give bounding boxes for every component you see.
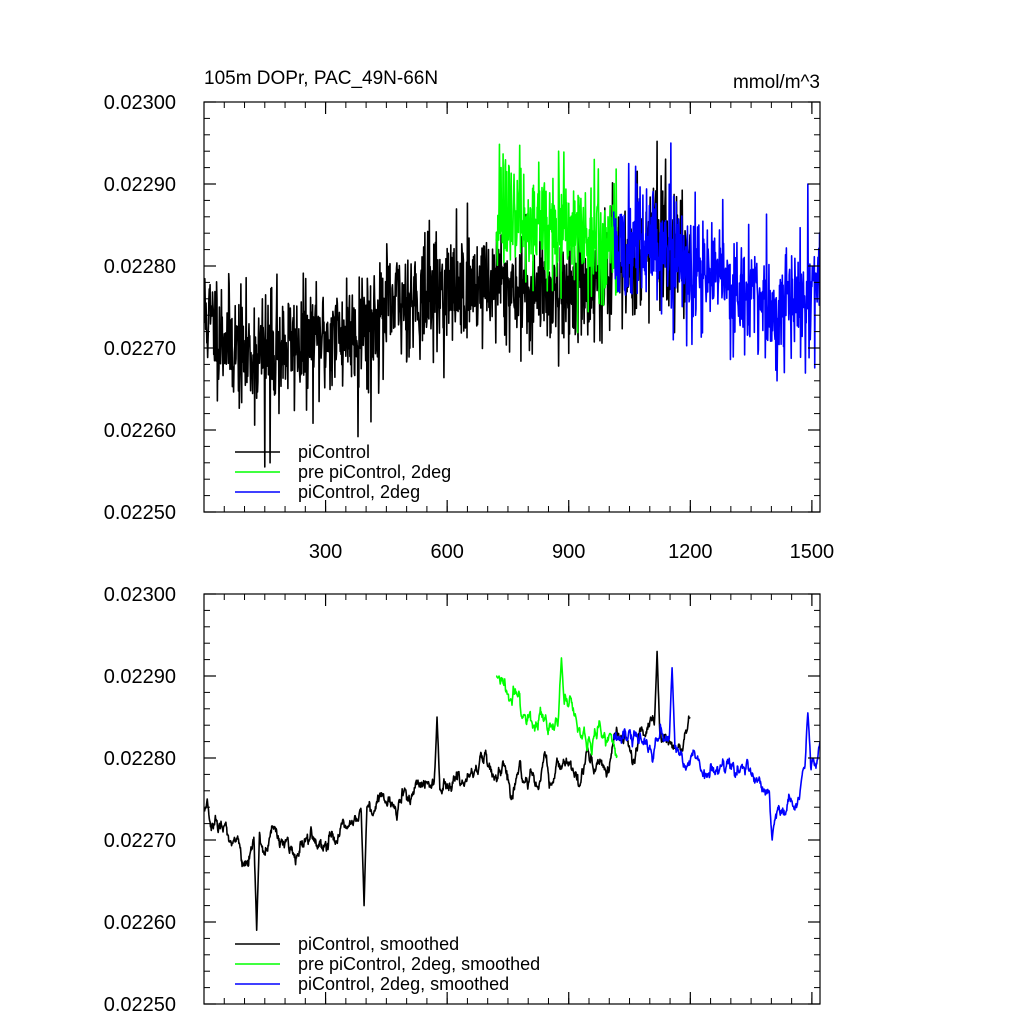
- legend-label: piControl, 2deg, smoothed: [298, 974, 509, 994]
- y-tick-label: 0.02300: [104, 92, 176, 114]
- series-line-picontrol-2deg-smoothed: [612, 667, 820, 841]
- legend-label: piControl: [298, 442, 370, 462]
- series-line-picontrol-2deg: [612, 142, 820, 382]
- x-tick-label: 1200: [668, 541, 713, 563]
- y-tick-label: 0.02290: [104, 174, 176, 196]
- series-line-picontrol: [204, 140, 692, 468]
- x-tick-label: 300: [309, 541, 342, 563]
- legend-label: piControl, smoothed: [298, 934, 459, 954]
- top-panel: 0.02250 0.02260 0.02270 0.02280 0.02290 0.023…: [104, 92, 834, 563]
- series-line-pre-picontrol-2deg-smoothed: [495, 657, 618, 759]
- y-tick-label: 0.02260: [104, 420, 176, 442]
- plot-frame: [203, 593, 821, 1005]
- legend-label: piControl, 2deg: [298, 482, 420, 502]
- units-label: mmol/m^3: [733, 72, 820, 93]
- legend-label: pre piControl, 2deg, smoothed: [298, 954, 540, 974]
- bottom-panel: 0.02250 0.02260 0.02270 0.02280 0.02290 0.023…: [104, 584, 821, 1016]
- series-line-pre-picontrol-2deg: [495, 143, 619, 334]
- x-tick-label: 1500: [790, 541, 835, 563]
- series-line-picontrol-smoothed: [204, 650, 691, 931]
- x-tick-label: 900: [552, 541, 585, 563]
- y-tick-label: 0.02290: [104, 666, 176, 688]
- y-tick-label: 0.02280: [104, 748, 176, 770]
- y-tick-label: 0.02260: [104, 912, 176, 934]
- x-tick-label: 600: [430, 541, 463, 563]
- legend-label: pre piControl, 2deg: [298, 462, 451, 482]
- y-tick-label: 0.02300: [104, 584, 176, 606]
- y-tick-label: 0.02250: [104, 994, 176, 1016]
- chart-title: 105m DOPr, PAC_49N-66N: [204, 68, 438, 89]
- y-tick-label: 0.02280: [104, 256, 176, 278]
- y-tick-label: 0.02270: [104, 338, 176, 360]
- y-tick-label: 0.02250: [104, 502, 176, 524]
- y-tick-label: 0.02270: [104, 830, 176, 852]
- plot-frame: [203, 101, 821, 513]
